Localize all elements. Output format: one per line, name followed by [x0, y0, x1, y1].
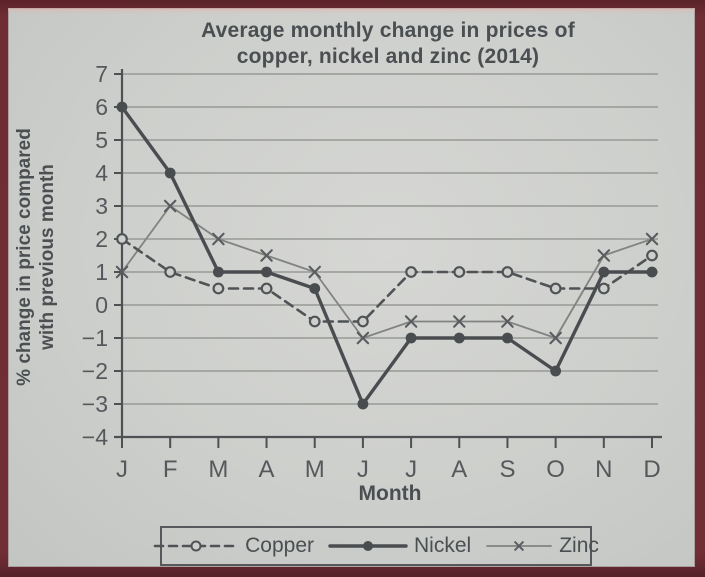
- copper-point-marker: [308, 315, 321, 328]
- legend-box: Copper Nickel Zinc: [153, 526, 599, 566]
- x-tick-label: M: [208, 456, 228, 483]
- x-tick-label: A: [259, 456, 275, 483]
- y-tick-label: 5: [95, 127, 108, 153]
- x-tick-label: A: [451, 456, 467, 483]
- legend-label-nickel: Nickel: [414, 534, 472, 557]
- zinc-point-marker: [308, 265, 321, 279]
- chart-title-line1: Average monthly change in prices of: [201, 19, 575, 42]
- x-tick-label: F: [163, 456, 178, 483]
- line-chart-canvas: 7 6 5 4 3 2 1 0 −1 −2 −3 −4 J F M A M J J A S O N D: [82, 61, 662, 483]
- y-tick-label: 1: [95, 259, 108, 285]
- x-tick-label: D: [643, 456, 660, 483]
- chart-background: Average monthly change in prices of copp…: [8, 8, 695, 567]
- nickel-legend-marker: [363, 541, 374, 551]
- y-tick-label: 2: [95, 226, 108, 252]
- zinc-point-marker: [212, 232, 225, 246]
- zinc-point-marker: [453, 315, 466, 328]
- copper-dashed-line-icon: [153, 537, 239, 555]
- nickel-point-marker: [550, 365, 562, 377]
- nickel-point-marker: [261, 266, 272, 278]
- zinc-point-marker: [645, 232, 659, 246]
- nickel-point-marker: [116, 101, 128, 113]
- copper-point-marker: [453, 266, 466, 278]
- x-tick-label: M: [305, 456, 325, 483]
- nickel-line: [120, 105, 654, 406]
- copper-line: [120, 237, 654, 323]
- nickel-point-marker: [598, 266, 610, 278]
- nickel-solid-line-icon: [328, 537, 408, 555]
- y-tick-label: 0: [95, 292, 108, 318]
- zinc-point-marker: [597, 249, 611, 262]
- y-tick-label: −2: [82, 358, 108, 384]
- copper-point-marker: [549, 282, 562, 295]
- zinc-point-marker: [115, 265, 129, 279]
- nickel-point-marker: [646, 266, 658, 278]
- chart-title: Average monthly change in prices of copp…: [108, 18, 668, 70]
- zinc-point-marker: [549, 331, 562, 345]
- nickel-point-marker: [357, 398, 369, 410]
- zinc-point-marker: [260, 249, 273, 262]
- zinc-point-marker: [356, 331, 370, 345]
- zinc-point-marker: [163, 199, 177, 213]
- copper-point-marker: [116, 233, 128, 245]
- zinc-x-line-icon: [485, 537, 553, 555]
- copper-point-marker: [405, 266, 417, 278]
- y-tick-label: 7: [95, 61, 108, 87]
- y-tick-label: 6: [95, 94, 108, 120]
- legend-item-nickel: Nickel: [328, 534, 471, 558]
- legend-label-zinc: Zinc: [559, 534, 599, 557]
- nickel-point-marker: [212, 266, 224, 278]
- zinc-line: [121, 205, 653, 339]
- x-axis-label: Month: [358, 482, 422, 505]
- zinc-point-marker: [404, 315, 418, 328]
- copper-point-marker: [164, 266, 177, 278]
- chart-title-line2: copper, nickel and zinc (2014): [236, 45, 540, 68]
- copper-point-marker: [212, 282, 225, 295]
- nickel-point-marker: [164, 167, 176, 179]
- x-tick-label: N: [595, 456, 612, 483]
- y-tick-label: 3: [95, 193, 108, 219]
- copper-point-marker: [597, 282, 610, 295]
- x-tick-label: J: [116, 456, 128, 483]
- copper-legend-marker: [190, 540, 202, 552]
- zinc-point-marker: [501, 315, 514, 328]
- y-tick-label: −3: [82, 391, 108, 417]
- nickel-point-marker: [453, 332, 465, 344]
- y-tick-label: 4: [95, 160, 108, 186]
- x-tick-label: J: [357, 456, 369, 483]
- zinc-legend-marker: [514, 540, 525, 552]
- copper-point-marker: [260, 282, 273, 295]
- legend-item-copper: Copper: [153, 534, 314, 558]
- copper-point-marker: [357, 315, 369, 328]
- x-tick-label: S: [499, 456, 515, 483]
- nickel-point-marker: [309, 283, 321, 294]
- y-tick-label: −1: [82, 325, 108, 351]
- legend-label-copper: Copper: [245, 534, 315, 557]
- copper-point-marker: [501, 266, 514, 278]
- copper-point-marker: [646, 249, 658, 262]
- legend-item-zinc: Zinc: [485, 534, 599, 558]
- x-tick-label: O: [546, 456, 565, 483]
- x-tick-label: J: [405, 456, 417, 483]
- nickel-point-marker: [405, 332, 417, 344]
- nickel-point-marker: [502, 332, 513, 344]
- y-tick-label: −4: [82, 424, 108, 450]
